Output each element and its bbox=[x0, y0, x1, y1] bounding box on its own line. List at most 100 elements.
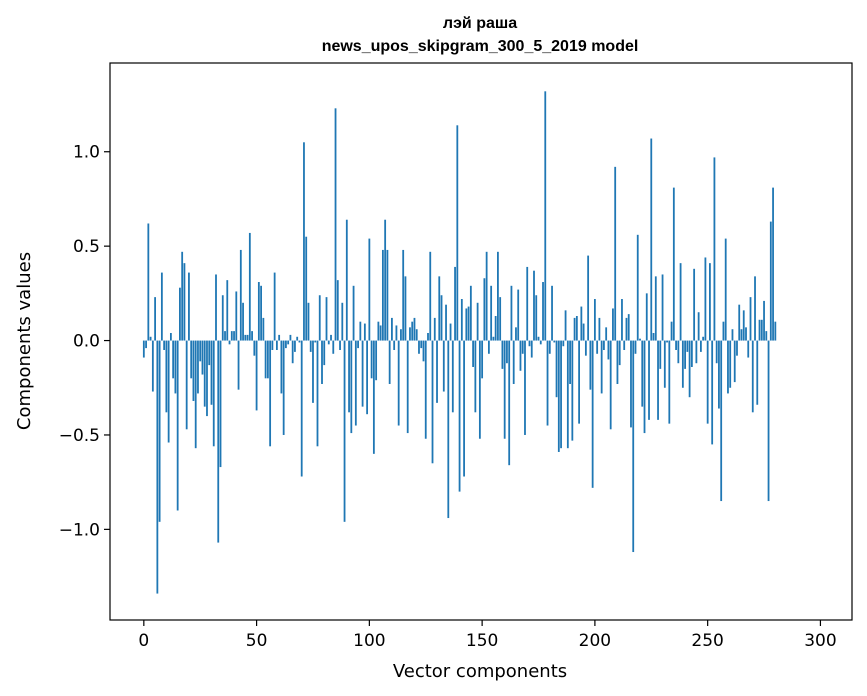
bar-149 bbox=[478, 340, 481, 439]
bar-0 bbox=[142, 340, 145, 358]
bar-63 bbox=[285, 340, 287, 349]
bar-186 bbox=[562, 340, 565, 347]
bar-130 bbox=[436, 340, 438, 403]
bar-13 bbox=[172, 340, 175, 379]
x-axis-ticks: 0 50 100 150 200 250 300 bbox=[138, 620, 837, 651]
bar-166 bbox=[517, 289, 520, 341]
bar-10 bbox=[165, 340, 168, 413]
bar-142 bbox=[463, 340, 465, 477]
bar-200 bbox=[593, 299, 596, 341]
bar-215 bbox=[627, 314, 630, 341]
bar-279 bbox=[772, 187, 774, 341]
bar-85 bbox=[334, 108, 337, 341]
bar-202 bbox=[598, 317, 601, 341]
bar-24 bbox=[197, 340, 199, 394]
bar-50 bbox=[255, 340, 258, 411]
bar-164 bbox=[512, 340, 515, 384]
bar-280 bbox=[774, 321, 777, 341]
bar-42 bbox=[237, 340, 240, 390]
bar-124 bbox=[422, 340, 425, 362]
bar-255 bbox=[718, 340, 720, 409]
bar-229 bbox=[659, 340, 662, 369]
bar-92 bbox=[350, 340, 353, 434]
bar-104 bbox=[377, 321, 380, 341]
bar-21 bbox=[190, 340, 193, 379]
x-tick-label-1: 50 bbox=[246, 631, 268, 651]
bar-72 bbox=[305, 236, 308, 341]
bar-33 bbox=[217, 340, 220, 543]
plot-frame bbox=[109, 62, 853, 621]
bar-36 bbox=[224, 331, 226, 341]
bar-143 bbox=[465, 308, 468, 341]
bar-278 bbox=[769, 221, 772, 341]
bar-152 bbox=[485, 251, 488, 341]
bar-238 bbox=[679, 263, 682, 341]
bar-44 bbox=[242, 302, 244, 341]
bars-layer bbox=[142, 91, 777, 594]
bar-110 bbox=[391, 317, 393, 341]
bar-6 bbox=[156, 340, 159, 594]
bar-135 bbox=[447, 340, 450, 519]
bar-96 bbox=[359, 321, 362, 341]
bar-122 bbox=[418, 340, 420, 354]
bar-203 bbox=[600, 340, 603, 394]
bar-18 bbox=[183, 263, 186, 341]
bar-8 bbox=[160, 272, 163, 341]
bar-39 bbox=[230, 331, 233, 341]
bar-271 bbox=[754, 276, 756, 341]
bar-262 bbox=[733, 340, 736, 383]
bar-249 bbox=[704, 257, 707, 341]
bar-207 bbox=[609, 340, 612, 430]
bar-168 bbox=[521, 340, 524, 354]
bar-185 bbox=[560, 340, 562, 449]
chart-title: лэй раша bbox=[443, 15, 517, 32]
bar-62 bbox=[282, 340, 285, 435]
bar-246 bbox=[697, 312, 700, 341]
bar-74 bbox=[309, 340, 312, 352]
x-tick-label-4: 200 bbox=[579, 631, 611, 651]
bar-181 bbox=[551, 285, 553, 341]
bar-90 bbox=[345, 219, 348, 341]
bar-223 bbox=[645, 293, 648, 341]
x-tick-label-2: 100 bbox=[353, 631, 385, 651]
bar-170 bbox=[526, 266, 529, 341]
bar-111 bbox=[393, 340, 396, 350]
bar-198 bbox=[589, 340, 592, 390]
bar-76 bbox=[314, 340, 317, 343]
bar-3 bbox=[149, 336, 152, 341]
bar-115 bbox=[402, 249, 405, 341]
bar-41 bbox=[235, 291, 238, 341]
bar-212 bbox=[621, 299, 623, 341]
bar-53 bbox=[262, 317, 265, 341]
bar-147 bbox=[474, 340, 477, 413]
bar-179 bbox=[546, 340, 549, 426]
bar-138 bbox=[454, 266, 456, 341]
bar-11 bbox=[167, 340, 170, 443]
bar-97 bbox=[361, 340, 364, 407]
bar-243 bbox=[690, 340, 693, 367]
bar-156 bbox=[494, 316, 497, 341]
bar-88 bbox=[341, 302, 344, 341]
y-tick-label-3: 0.5 bbox=[73, 237, 100, 257]
bar-208 bbox=[612, 308, 614, 341]
bar-95 bbox=[357, 340, 359, 349]
bar-7 bbox=[158, 340, 161, 522]
bar-45 bbox=[244, 334, 247, 341]
bar-136 bbox=[449, 323, 452, 341]
bar-46 bbox=[246, 334, 249, 341]
bar-80 bbox=[323, 340, 326, 366]
bar-241 bbox=[686, 340, 689, 352]
bar-169 bbox=[524, 340, 526, 435]
bar-30 bbox=[210, 340, 213, 405]
bar-175 bbox=[537, 336, 540, 341]
bar-103 bbox=[375, 340, 378, 381]
bar-118 bbox=[409, 327, 411, 341]
bar-108 bbox=[386, 249, 389, 341]
bar-261 bbox=[731, 329, 734, 341]
bar-65 bbox=[289, 334, 292, 341]
bar-69 bbox=[298, 340, 301, 343]
bar-83 bbox=[330, 334, 332, 341]
bar-1 bbox=[145, 340, 147, 349]
bar-121 bbox=[415, 329, 418, 341]
bar-275 bbox=[763, 300, 765, 341]
